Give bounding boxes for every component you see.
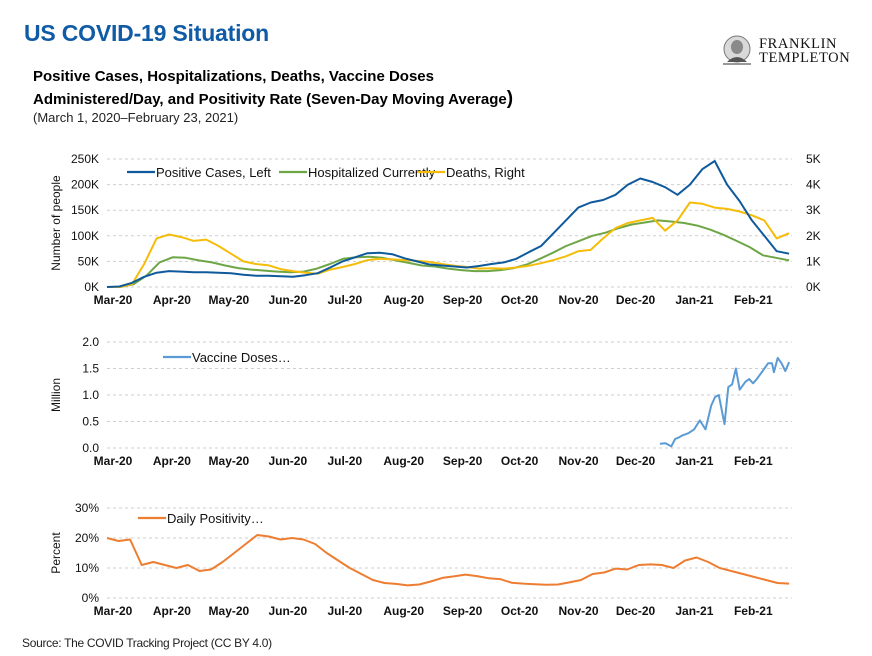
y-tick-label: 0K	[84, 280, 99, 294]
source-note: Source: The COVID Tracking Project (CC B…	[22, 636, 272, 650]
y-tick-label: 250K	[71, 152, 99, 166]
x-tick-label: Aug-20	[383, 454, 424, 468]
legend-daily-positivity-label: Daily Positivity…	[167, 511, 264, 526]
y-tick-label: 2.0	[82, 335, 99, 349]
x-tick-label: Oct-20	[501, 454, 539, 468]
series-line-daily-positivity	[106, 534, 790, 587]
x-tick-label: Feb-21	[734, 454, 773, 468]
date-range: (March 1, 2020–February 23, 2021)	[33, 110, 239, 125]
y-tick-label: 150K	[71, 203, 99, 217]
y2-tick-label: 2K	[806, 229, 821, 243]
y-axis-label: Million	[49, 378, 63, 412]
series-line-vaccine-doses	[659, 356, 791, 448]
x-tick-label: Jul-20	[327, 293, 362, 307]
legend-deaths-label: Deaths, Right	[446, 165, 525, 180]
y-tick-label: 1.5	[82, 362, 99, 376]
x-tick-label: Apr-20	[153, 604, 191, 618]
x-tick-label: Feb-21	[734, 293, 773, 307]
y-axis-label: Number of people	[49, 175, 63, 271]
y-tick-label: 0%	[82, 591, 100, 605]
series-line-deaths-right	[107, 201, 790, 288]
y-tick-label: 1.0	[82, 388, 99, 402]
y-axis-label: Percent	[49, 532, 63, 574]
x-tick-label: Apr-20	[153, 293, 191, 307]
franklin-templeton-logo: FRANKLIN TEMPLETON	[720, 34, 850, 68]
x-tick-label: Jan-21	[675, 604, 713, 618]
y-tick-label: 30%	[75, 501, 99, 515]
logo-line-2: TEMPLETON	[759, 50, 851, 66]
x-tick-label: Aug-20	[383, 293, 424, 307]
series-line-positive-cases-left	[106, 160, 790, 288]
x-tick-label: Mar-20	[94, 293, 133, 307]
x-tick-label: Mar-20	[94, 604, 133, 618]
legend-positive-cases-label: Positive Cases, Left	[156, 165, 271, 180]
x-tick-label: Jun-20	[268, 454, 307, 468]
y2-tick-label: 1K	[806, 254, 821, 268]
y2-tick-label: 0K	[806, 280, 821, 294]
x-tick-label: May-20	[209, 454, 250, 468]
x-tick-label: Dec-20	[616, 604, 656, 618]
logo-line-1: FRANKLIN	[759, 36, 838, 52]
subtitle-line-1: Positive Cases, Hospitalizations, Deaths…	[33, 68, 434, 85]
y2-tick-label: 3K	[806, 203, 821, 217]
x-tick-label: Nov-20	[558, 604, 598, 618]
x-tick-label: May-20	[209, 604, 250, 618]
x-tick-label: Sep-20	[443, 604, 483, 618]
x-tick-label: Sep-20	[443, 454, 483, 468]
x-tick-label: Dec-20	[616, 454, 656, 468]
x-tick-label: Oct-20	[501, 604, 539, 618]
page-title: US COVID-19 Situation	[24, 20, 269, 46]
x-tick-label: Nov-20	[558, 454, 598, 468]
y-tick-label: 50K	[78, 254, 99, 268]
y2-tick-label: 5K	[806, 152, 821, 166]
y-tick-label: 100K	[71, 229, 99, 243]
y2-tick-label: 4K	[806, 178, 821, 192]
x-tick-label: Sep-20	[443, 293, 483, 307]
legend-vaccine-doses-label: Vaccine Doses…	[192, 350, 291, 365]
x-tick-label: Nov-20	[558, 293, 598, 307]
x-tick-label: Apr-20	[153, 454, 191, 468]
benjamin-franklin-portrait-icon	[723, 35, 751, 65]
x-tick-label: Jan-21	[675, 293, 713, 307]
x-tick-label: Mar-20	[94, 454, 133, 468]
y-tick-label: 20%	[75, 531, 99, 545]
x-tick-label: Jan-21	[675, 454, 713, 468]
x-tick-label: Dec-20	[616, 293, 656, 307]
subtitle-line-2: Administered/Day, and Positivity Rate (S…	[33, 88, 514, 109]
y-tick-label: 0.5	[82, 415, 99, 429]
x-tick-label: Aug-20	[383, 604, 424, 618]
x-tick-label: Jul-20	[327, 454, 362, 468]
y-tick-label: 200K	[71, 178, 99, 192]
x-tick-label: Jun-20	[268, 604, 307, 618]
x-tick-label: Feb-21	[734, 604, 773, 618]
y-tick-label: 0.0	[82, 441, 99, 455]
series-line-hospitalized-currently	[107, 219, 790, 288]
legend-hospitalized-label: Hospitalized Currently	[308, 165, 436, 180]
x-tick-label: May-20	[209, 293, 250, 307]
x-tick-label: Oct-20	[501, 293, 539, 307]
chart-subtitle: Positive Cases, Hospitalizations, Deaths…	[33, 66, 513, 111]
y-tick-label: 10%	[75, 561, 99, 575]
x-tick-label: Jun-20	[268, 293, 307, 307]
x-tick-label: Jul-20	[327, 604, 362, 618]
